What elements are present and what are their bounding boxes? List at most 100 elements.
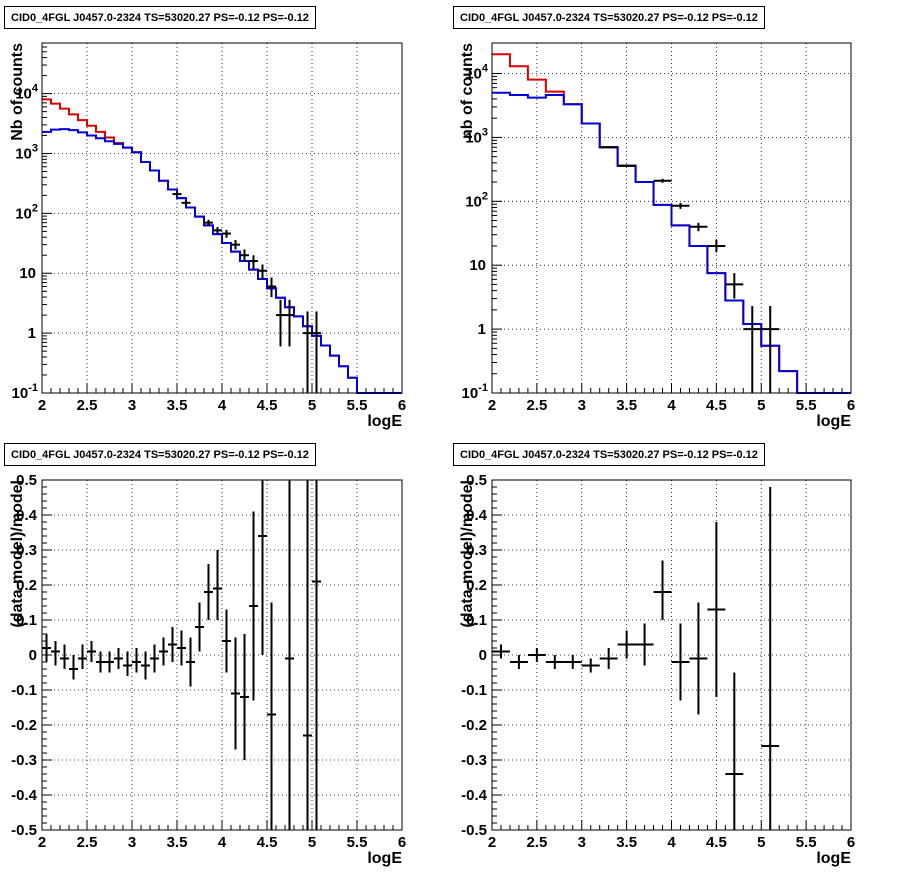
data-point: [617, 630, 636, 659]
y-tick-label: -0.3: [461, 752, 487, 769]
data-point: [181, 200, 191, 206]
x-tick-label: 4: [218, 834, 227, 851]
y-tick-label: -0.2: [11, 717, 37, 734]
data-point: [312, 480, 321, 830]
x-tick-label: 2: [488, 397, 496, 414]
x-tick-label: 6: [847, 834, 855, 851]
plot-frame: [491, 42, 852, 394]
data-point: [87, 641, 96, 662]
y-tick-label: -0.2: [461, 717, 487, 734]
data-point: [96, 651, 105, 673]
data-point: [69, 655, 78, 680]
data-point: [51, 641, 60, 666]
data-point: [617, 164, 636, 167]
data-point: [258, 264, 267, 280]
panel-title: CID0_4FGL J0457.0-2324 TS=53020.27 PS=-0…: [4, 6, 316, 29]
y-tick-label: 102: [465, 190, 488, 210]
x-tick-label: 2: [38, 834, 46, 851]
residuals-panel: 2 2.5 3 3.5 4 4.5 5 5.5 6 -0.5 -0.4 -0.3 -0.2 -0.1 0 0.…: [0, 437, 449, 874]
x-axis-label: logE: [367, 413, 402, 430]
x-tick-label: 5.5: [796, 397, 817, 414]
plot-frame: [41, 42, 403, 394]
y-tick-label: -0.4: [461, 787, 488, 804]
panel-title: CID0_4FGL J0457.0-2324 TS=53020.27 PS=-0…: [453, 443, 765, 466]
y-axis-label: Nb of counts: [9, 43, 26, 141]
data-point: [177, 630, 186, 666]
x-axis-label: logE: [816, 850, 851, 867]
y-axis-label: nb of counts: [459, 43, 476, 139]
y-tick-label: 1: [28, 325, 36, 342]
x-tick-label: 5: [757, 397, 765, 414]
y-axis-label: (data-model)/model: [9, 480, 26, 628]
data-point: [509, 655, 528, 669]
y-tick-label: 102: [15, 202, 38, 222]
series-line: [492, 91, 851, 394]
series-line: [42, 128, 402, 394]
data-point: [303, 480, 312, 830]
x-tick-label: 4.5: [257, 834, 278, 851]
data-point: [132, 648, 141, 673]
data-point: [204, 564, 213, 620]
data-point: [671, 623, 690, 701]
data-point: [285, 299, 294, 347]
y-tick-label: 0.1: [16, 612, 37, 629]
x-tick-label: 4.5: [706, 834, 727, 851]
y-tick-label: 0.3: [466, 542, 487, 559]
data-point: [186, 637, 195, 687]
x-tick-label: 4: [667, 397, 676, 414]
y-tick-label: 0.2: [466, 577, 487, 594]
x-tick-label: 3: [128, 397, 136, 414]
x-tick-label: 2.5: [77, 397, 98, 414]
data-point: [635, 623, 654, 666]
x-tick-label: 3.5: [616, 397, 637, 414]
spectrum-counts-panel: 2 2.5 3 3.5 4 4.5 5 5.5 6 10-1 1 10 102 103 104 logE Nb …: [0, 0, 449, 437]
data-point: [114, 648, 123, 669]
y-tick-label: -0.3: [11, 752, 37, 769]
residuals-panel-right: 2 2.5 3 3.5 4 4.5 5 5.5 6 -0.5 -0.4 -0.3 -0.2 -0.1 0 0.…: [449, 437, 898, 874]
data-point: [159, 637, 168, 666]
data-point: [707, 522, 726, 697]
panel-title: CID0_4FGL J0457.0-2324 TS=53020.27 PS=-0…: [453, 6, 765, 29]
x-tick-label: 2.5: [526, 397, 547, 414]
x-tick-label: 4.5: [257, 397, 278, 414]
x-tick-label: 2.5: [526, 834, 547, 851]
data-point: [761, 487, 780, 830]
data-point: [285, 480, 294, 830]
y-tick-label: -0.4: [11, 787, 38, 804]
y-tick-label: 0.5: [16, 472, 37, 489]
y-tick-label: 0.4: [16, 507, 38, 524]
y-tick-label: 0: [479, 647, 487, 664]
data-point: [653, 560, 672, 620]
grid: [42, 480, 402, 830]
x-tick-label: 3.5: [167, 397, 188, 414]
x-tick-label: 3.5: [616, 834, 637, 851]
data-point: [213, 550, 222, 620]
chart-svg: 2 2.5 3 3.5 4 4.5 5 5.5 6 -0.5 -0.4 -0.3 -0.2 -0.1 0 0.…: [459, 472, 855, 867]
data-point: [527, 648, 546, 662]
x-tick-label: 4.5: [706, 397, 727, 414]
x-tick-label: 2.5: [77, 834, 98, 851]
data-point: [42, 634, 51, 662]
y-tick-label: 0.1: [466, 612, 487, 629]
x-tick-label: 6: [398, 397, 406, 414]
y-tick-label: -0.5: [461, 822, 487, 839]
data-point: [172, 192, 182, 196]
data-point: [150, 644, 159, 673]
data-point: [267, 277, 276, 298]
y-tick-label: 0.2: [16, 577, 37, 594]
y-tick-label: 103: [15, 142, 38, 162]
x-tick-label: 3: [578, 397, 586, 414]
data-point: [141, 651, 150, 680]
data-point: [249, 255, 258, 269]
data-point: [563, 655, 582, 669]
data-point: [240, 249, 249, 262]
grid: [42, 43, 402, 393]
data-point: [276, 299, 285, 347]
y-tick-label: 103: [465, 126, 488, 146]
y-tick-label: 0.5: [466, 472, 487, 489]
y-tick-label: 10-1: [12, 382, 38, 402]
data-points: [492, 487, 780, 830]
y-tick-label: 1: [478, 321, 486, 338]
data-point: [222, 609, 231, 673]
data-point: [725, 273, 744, 299]
